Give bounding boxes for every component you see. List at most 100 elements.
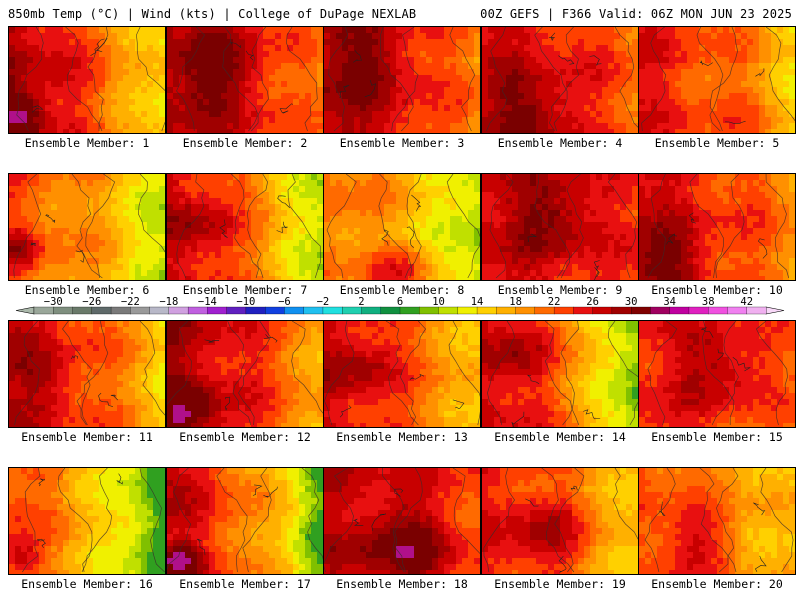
temperature-cell	[281, 210, 288, 217]
temperature-cell	[269, 240, 276, 247]
temperature-cell	[147, 327, 154, 334]
temperature-cell	[33, 33, 40, 40]
temperature-cell	[129, 339, 136, 346]
temperature-cell	[281, 246, 288, 253]
temperature-cell	[639, 276, 646, 280]
temperature-cell	[548, 264, 555, 271]
temperature-cell	[590, 210, 597, 217]
temperature-cell	[167, 111, 174, 118]
temperature-cell	[783, 198, 790, 205]
temperature-cell	[747, 117, 754, 124]
temperature-cell	[15, 45, 22, 52]
temperature-cell	[360, 180, 367, 187]
temperature-cell	[21, 186, 28, 193]
temperature-cell	[311, 192, 318, 199]
temperature-cell	[450, 63, 457, 70]
temperature-cell	[420, 69, 427, 76]
temperature-cell	[596, 234, 603, 241]
temperature-cell	[566, 210, 573, 217]
temperature-cell	[153, 192, 160, 199]
temperature-cell	[197, 234, 204, 241]
temperature-cell	[741, 27, 748, 34]
temperature-cell	[378, 45, 385, 52]
temperature-cell	[45, 186, 52, 193]
temperature-cell	[348, 210, 355, 217]
temperature-cell	[384, 81, 391, 88]
temperature-cell	[590, 228, 597, 235]
temperature-cell	[426, 234, 433, 241]
temperature-cell	[578, 81, 585, 88]
temperature-cell	[251, 39, 258, 46]
temperature-cell	[215, 270, 222, 277]
temperature-cell	[203, 75, 210, 82]
temperature-cell	[185, 111, 192, 118]
temperature-cell	[699, 63, 706, 70]
temperature-cell	[536, 123, 543, 130]
temperature-cell	[69, 57, 76, 64]
temperature-cell	[63, 117, 70, 124]
temperature-cell	[639, 174, 646, 181]
contour-line	[65, 27, 103, 132]
temperature-cell	[444, 216, 451, 223]
temperature-cell	[596, 39, 603, 46]
temperature-cell	[9, 339, 16, 346]
temperature-cell	[275, 57, 282, 64]
temperature-cell	[626, 258, 633, 265]
temperature-cell	[153, 240, 160, 247]
temperature-cell	[414, 240, 421, 247]
temperature-cell	[602, 33, 609, 40]
temperature-cell	[354, 246, 361, 253]
temperature-cell	[63, 240, 70, 247]
temperature-cell	[693, 264, 700, 271]
border-line	[406, 226, 415, 249]
temperature-cell	[705, 39, 712, 46]
temperature-cell	[348, 204, 355, 211]
temperature-cell	[741, 222, 748, 229]
temperature-cell	[584, 69, 591, 76]
temperature-cell	[632, 234, 638, 241]
temperature-cell	[608, 93, 615, 100]
temperature-cell	[257, 81, 264, 88]
temperature-cell	[21, 234, 28, 241]
temperature-cell	[426, 33, 433, 40]
temperature-cell	[560, 93, 567, 100]
temperature-cell	[287, 276, 294, 280]
temperature-cell	[626, 192, 633, 199]
temperature-cell	[608, 123, 615, 130]
temperature-cell	[396, 270, 403, 277]
temperature-cell	[723, 216, 730, 223]
temperature-cell	[468, 252, 475, 259]
temperature-cell	[456, 63, 463, 70]
temperature-cell	[330, 45, 337, 52]
temperature-cell	[342, 63, 349, 70]
temperature-cell	[209, 216, 216, 223]
temperature-cell	[384, 39, 391, 46]
temperature-cell	[468, 264, 475, 271]
contour-line	[13, 174, 42, 279]
temperature-cell	[63, 276, 70, 280]
temperature-cell	[173, 174, 180, 181]
temperature-cell	[675, 204, 682, 211]
temperature-cell	[348, 246, 355, 253]
temperature-cell	[51, 105, 58, 112]
temperature-cell	[741, 111, 748, 118]
temperature-cell	[63, 234, 70, 241]
temperature-cell	[741, 39, 748, 46]
temperature-cell	[330, 99, 337, 106]
temperature-cell	[735, 204, 742, 211]
temperature-cell	[354, 51, 361, 58]
temperature-cell	[747, 57, 754, 64]
temperature-cell	[39, 216, 46, 223]
temperature-cell	[336, 33, 343, 40]
temperature-cell	[27, 45, 34, 52]
temperature-cell	[783, 27, 790, 34]
temperature-cell	[432, 246, 439, 253]
temperature-cell	[299, 57, 306, 64]
temperature-cell	[651, 111, 658, 118]
temperature-cell	[227, 63, 234, 70]
temperature-cell	[191, 123, 198, 130]
temperature-cell	[233, 63, 240, 70]
temperature-cell	[366, 276, 373, 280]
temperature-cell	[524, 252, 531, 259]
temperature-cell	[390, 63, 397, 70]
